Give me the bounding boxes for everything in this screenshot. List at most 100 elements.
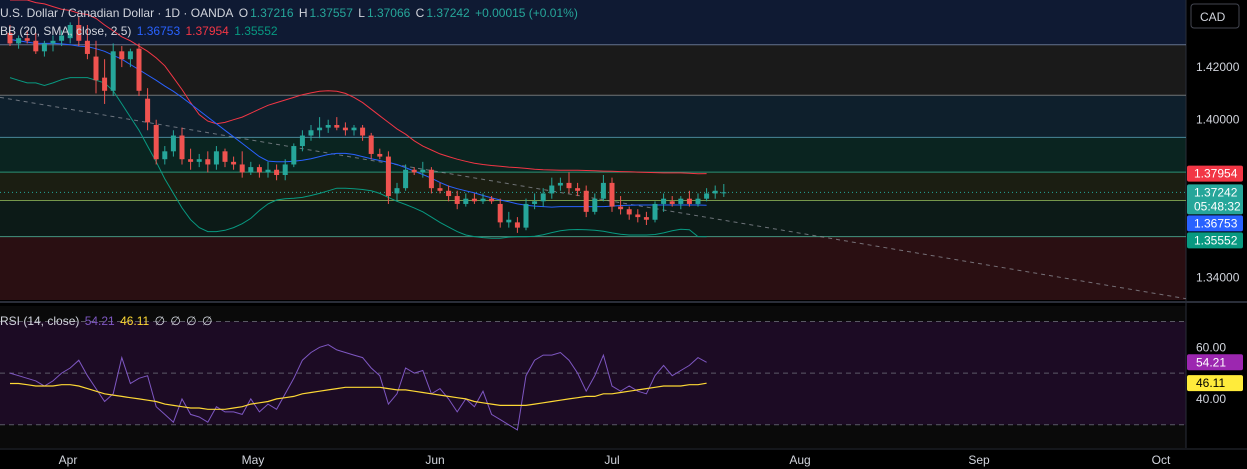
candle[interactable]	[59, 30, 65, 47]
candle[interactable]	[420, 161, 426, 178]
candle[interactable]	[222, 148, 228, 168]
candle[interactable]	[454, 190, 460, 210]
candle[interactable]	[136, 43, 142, 97]
candle[interactable]	[489, 196, 495, 204]
candle[interactable]	[248, 161, 254, 175]
candle[interactable]	[308, 125, 314, 141]
candle[interactable]	[411, 167, 417, 175]
candle[interactable]	[360, 125, 366, 141]
candle[interactable]	[205, 151, 211, 173]
candle[interactable]	[317, 117, 323, 139]
candle[interactable]	[463, 193, 469, 207]
candle[interactable]	[342, 122, 348, 136]
currency-button[interactable]: CAD	[1190, 3, 1240, 29]
candle[interactable]	[76, 17, 82, 47]
candle[interactable]	[394, 182, 400, 202]
candle[interactable]	[188, 148, 194, 170]
candle[interactable]	[170, 130, 176, 157]
candle[interactable]	[540, 188, 546, 207]
candle[interactable]	[695, 193, 701, 207]
candle[interactable]	[583, 185, 589, 218]
candle[interactable]	[635, 209, 641, 223]
candle[interactable]	[618, 196, 624, 215]
candlestick-series[interactable]	[7, 17, 727, 233]
candle[interactable]	[428, 167, 434, 194]
candle[interactable]	[256, 164, 262, 178]
candle-body	[222, 151, 228, 162]
candle[interactable]	[403, 164, 409, 191]
rsi-legend[interactable]: RSI (14, close) 54.21 46.11 ∅ ∅ ∅ ∅	[0, 314, 214, 328]
candle[interactable]	[471, 193, 477, 204]
candle[interactable]	[93, 40, 99, 94]
candle[interactable]	[67, 22, 73, 44]
candle[interactable]	[377, 148, 383, 160]
candle[interactable]	[7, 25, 13, 47]
candle[interactable]	[652, 201, 658, 223]
candle[interactable]	[119, 46, 125, 68]
candle[interactable]	[162, 146, 168, 165]
candle[interactable]	[506, 211, 512, 228]
rsi-extra-3: ∅	[186, 314, 197, 328]
symbol-ohlc-legend[interactable]: U.S. Dollar / Canadian Dollar · 1D · OAN…	[0, 6, 580, 20]
candle[interactable]	[282, 159, 288, 181]
candle[interactable]	[24, 30, 30, 44]
candle[interactable]	[179, 127, 185, 165]
currency-button-frame	[1190, 3, 1240, 29]
candle[interactable]	[480, 193, 486, 204]
candle[interactable]	[153, 119, 159, 165]
candle[interactable]	[196, 153, 202, 168]
candle[interactable]	[686, 190, 692, 207]
candle[interactable]	[704, 188, 710, 202]
candle[interactable]	[213, 146, 219, 170]
candle[interactable]	[351, 125, 357, 136]
candle[interactable]	[609, 177, 615, 212]
candle[interactable]	[41, 40, 47, 57]
candle[interactable]	[291, 143, 297, 168]
candle[interactable]	[299, 130, 305, 152]
candle[interactable]	[84, 25, 90, 60]
candle[interactable]	[110, 43, 116, 97]
candle[interactable]	[523, 198, 529, 231]
candle-body	[213, 151, 219, 165]
rsi-label[interactable]: RSI (14, close)	[0, 314, 80, 328]
candle[interactable]	[437, 182, 443, 194]
candle[interactable]	[497, 198, 503, 228]
candle[interactable]	[514, 217, 520, 233]
candle[interactable]	[16, 35, 22, 49]
candle[interactable]	[575, 182, 581, 197]
candle[interactable]	[102, 59, 108, 104]
candle[interactable]	[532, 193, 538, 210]
price-badge-bg	[1187, 215, 1243, 232]
symbol-title[interactable]: U.S. Dollar / Canadian Dollar · 1D · OAN…	[0, 6, 234, 20]
candle[interactable]	[50, 35, 56, 52]
candle[interactable]	[145, 88, 151, 131]
candle[interactable]	[712, 185, 718, 199]
candle[interactable]	[669, 196, 675, 207]
rsi-pane[interactable]	[0, 320, 1186, 431]
candle[interactable]	[592, 193, 598, 215]
candle[interactable]	[368, 132, 374, 160]
candle[interactable]	[334, 117, 340, 131]
candle[interactable]	[721, 184, 727, 197]
high-value: 1.37557	[309, 6, 353, 20]
candle[interactable]	[643, 211, 649, 225]
candle[interactable]	[239, 151, 245, 178]
candle[interactable]	[446, 185, 452, 202]
candle[interactable]	[33, 32, 39, 54]
bb-legend[interactable]: BB (20, SMA, close, 2.5) 1.36753 1.37954…	[0, 24, 280, 38]
candle[interactable]	[325, 119, 331, 133]
candle[interactable]	[678, 196, 684, 210]
candle[interactable]	[557, 177, 563, 191]
candle[interactable]	[566, 172, 572, 194]
candle[interactable]	[549, 177, 555, 199]
candle[interactable]	[274, 164, 280, 181]
candle[interactable]	[626, 206, 632, 220]
candle[interactable]	[385, 151, 391, 204]
bb-label[interactable]: BB (20, SMA, close, 2.5)	[0, 24, 132, 38]
candle[interactable]	[127, 48, 133, 68]
candle[interactable]	[265, 161, 271, 178]
candle[interactable]	[231, 156, 237, 170]
candle[interactable]	[661, 193, 667, 212]
candle[interactable]	[600, 175, 606, 202]
